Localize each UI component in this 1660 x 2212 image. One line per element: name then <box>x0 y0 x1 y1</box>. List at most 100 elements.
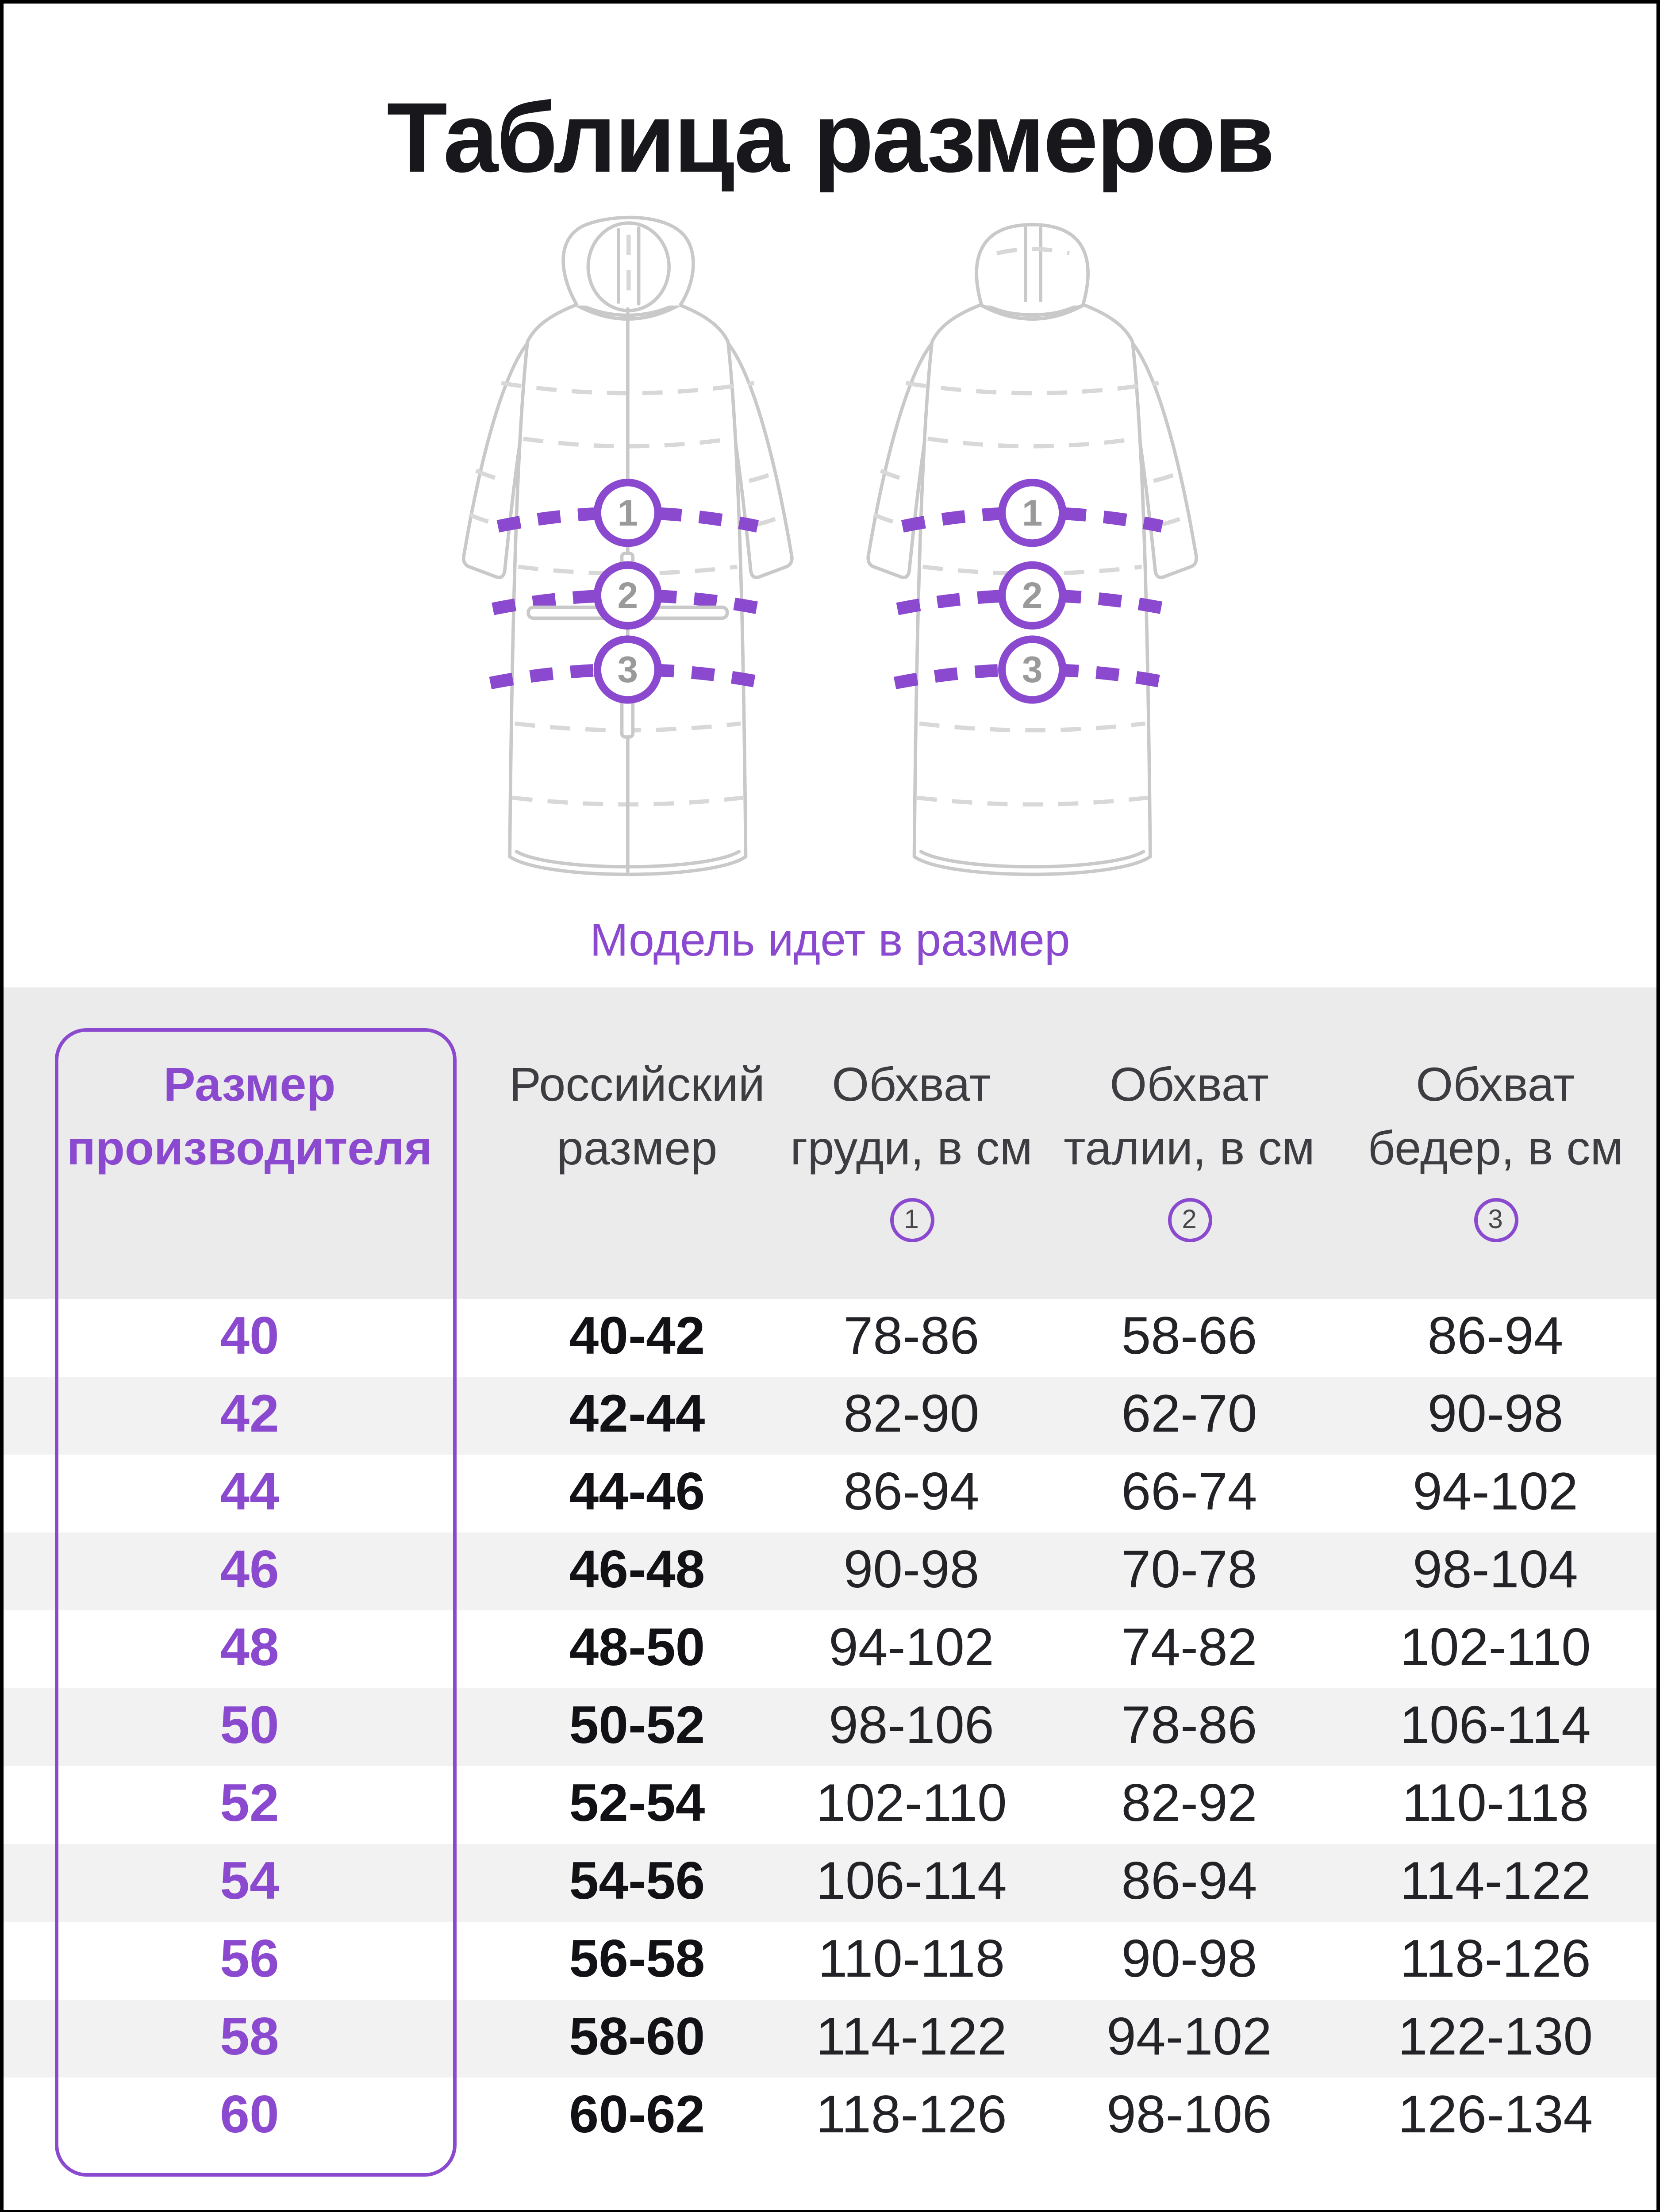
waist-cell: 98-106 <box>1107 2086 1272 2145</box>
chest-cell: 86-94 <box>843 1463 980 1522</box>
table-row: 40 40-42 78-86 58-66 86-94 <box>4 1299 1656 1377</box>
hips-marker-number: 3 <box>1488 1205 1503 1235</box>
hips-cell: 90-98 <box>1427 1386 1564 1444</box>
russian-size-cell: 48-50 <box>569 1619 705 1678</box>
waist-cell: 94-102 <box>1107 2008 1272 2067</box>
column-header-manufacturer: Размер производителя <box>4 1053 496 1299</box>
chest-cell: 114-122 <box>816 2008 1007 2067</box>
waist-marker-number: 2 <box>1182 1205 1197 1235</box>
manufacturer-size-cell: 44 <box>220 1463 279 1522</box>
hips-cell: 122-130 <box>1398 2008 1593 2067</box>
svg-text:3: 3 <box>1022 649 1043 690</box>
hips-cell: 110-118 <box>1402 1775 1589 1833</box>
svg-text:3: 3 <box>618 649 638 690</box>
column-header-chest: Обхват груди, в см 1 <box>779 1053 1044 1299</box>
chest-cell: 106-114 <box>816 1853 1007 1911</box>
chest-cell: 110-118 <box>818 1931 1005 1989</box>
size-table: Размер производителя Российский размер О… <box>4 987 1656 2177</box>
chest-marker-number: 1 <box>904 1205 919 1235</box>
russian-size-cell: 60-62 <box>569 2086 705 2145</box>
table-row: 46 46-48 90-98 70-78 98-104 <box>4 1532 1656 1610</box>
manufacturer-size-cell: 54 <box>220 1853 279 1911</box>
table-row: 56 56-58 110-118 90-98 118-126 <box>4 1922 1656 2000</box>
column-header-hips: Обхват бедер, в см 3 <box>1334 1053 1656 1299</box>
column-header-line: груди, в см <box>790 1122 1033 1175</box>
column-header-russian: Российский размер <box>496 1053 779 1299</box>
table-body: 40 40-42 78-86 58-66 86-94 42 42-44 82-9… <box>4 1299 1656 2155</box>
waist-cell: 86-94 <box>1121 1853 1257 1911</box>
waist-marker-badge: 2 <box>1167 1198 1211 1242</box>
russian-size-cell: 46-48 <box>569 1541 705 1600</box>
waist-cell: 58-66 <box>1121 1308 1257 1366</box>
hips-cell: 102-110 <box>1400 1619 1591 1678</box>
waist-cell: 70-78 <box>1121 1541 1257 1600</box>
column-header-line: бедер, в см <box>1368 1122 1623 1175</box>
marker-1-badge: 1 <box>593 479 662 547</box>
manufacturer-size-cell: 58 <box>220 2008 279 2067</box>
manufacturer-size-cell: 60 <box>220 2086 279 2145</box>
manufacturer-size-cell: 50 <box>220 1697 279 1755</box>
svg-text:1: 1 <box>1022 492 1043 534</box>
coat-back-view: 1 2 3 <box>868 223 1196 875</box>
chest-cell: 102-110 <box>816 1775 1007 1833</box>
chest-marker-badge: 1 <box>889 1198 934 1242</box>
hips-cell: 114-122 <box>1400 1853 1591 1911</box>
column-header-line: производителя <box>66 1122 433 1175</box>
fit-note: Модель идет в размер <box>590 913 1070 966</box>
table-row: 60 60-62 118-126 98-106 126-134 <box>4 2078 1656 2155</box>
waist-cell: 82-92 <box>1121 1775 1257 1833</box>
column-header-line: Обхват <box>1416 1058 1575 1111</box>
waist-cell: 90-98 <box>1121 1931 1257 1989</box>
svg-text:2: 2 <box>618 574 638 616</box>
russian-size-cell: 40-42 <box>569 1308 705 1366</box>
table-row: 48 48-50 94-102 74-82 102-110 <box>4 1610 1656 1688</box>
column-header-waist: Обхват талии, в см 2 <box>1044 1053 1334 1299</box>
table-row: 44 44-46 86-94 66-74 94-102 <box>4 1455 1656 1532</box>
chest-cell: 94-102 <box>829 1619 994 1678</box>
column-header-line: Размер <box>163 1058 336 1111</box>
hips-cell: 98-104 <box>1413 1541 1578 1600</box>
page-title: Таблица размеров <box>387 81 1275 193</box>
zipper-pull <box>620 698 635 739</box>
table-row: 58 58-60 114-122 94-102 122-130 <box>4 2000 1656 2078</box>
hips-cell: 94-102 <box>1413 1463 1578 1522</box>
manufacturer-size-cell: 42 <box>220 1386 279 1444</box>
column-header-line: талии, в см <box>1064 1122 1315 1175</box>
svg-text:2: 2 <box>1022 574 1043 616</box>
chest-cell: 82-90 <box>843 1386 980 1444</box>
marker-3-badge: 3 <box>998 635 1067 704</box>
waist-cell: 62-70 <box>1121 1386 1257 1444</box>
marker-3-badge: 3 <box>593 635 662 704</box>
svg-text:1: 1 <box>618 492 638 534</box>
column-header-line: Обхват <box>1110 1058 1269 1111</box>
coat-front-view: 1 2 3 <box>464 215 792 875</box>
table-row: 52 52-54 102-110 82-92 110-118 <box>4 1766 1656 1844</box>
chest-cell: 78-86 <box>843 1308 980 1366</box>
russian-size-cell: 58-60 <box>569 2008 705 2067</box>
manufacturer-size-cell: 48 <box>220 1619 279 1678</box>
table-row: 54 54-56 106-114 86-94 114-122 <box>4 1844 1656 1922</box>
manufacturer-size-cell: 52 <box>220 1775 279 1833</box>
table-header: Размер производителя Российский размер О… <box>4 987 1656 1299</box>
chest-cell: 98-106 <box>829 1697 994 1755</box>
column-header-line: Обхват <box>832 1058 991 1111</box>
hips-cell: 126-134 <box>1398 2086 1593 2145</box>
hips-cell: 86-94 <box>1427 1308 1564 1366</box>
russian-size-cell: 44-46 <box>569 1463 705 1522</box>
waist-cell: 78-86 <box>1121 1697 1257 1755</box>
manufacturer-size-cell: 56 <box>220 1931 279 1989</box>
chest-cell: 118-126 <box>816 2086 1007 2145</box>
column-header-line: размер <box>557 1122 718 1175</box>
marker-2-badge: 2 <box>593 561 662 630</box>
marker-1-badge: 1 <box>998 479 1067 547</box>
russian-size-cell: 42-44 <box>569 1386 705 1444</box>
russian-size-cell: 54-56 <box>569 1853 705 1911</box>
hips-cell: 106-114 <box>1400 1697 1591 1755</box>
russian-size-cell: 56-58 <box>569 1931 705 1989</box>
coat-measurement-diagram: 1 2 3 <box>405 215 1255 913</box>
manufacturer-size-cell: 40 <box>220 1308 279 1366</box>
chest-cell: 90-98 <box>843 1541 980 1600</box>
manufacturer-size-cell: 46 <box>220 1541 279 1600</box>
